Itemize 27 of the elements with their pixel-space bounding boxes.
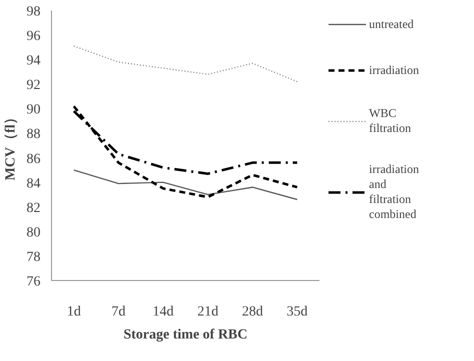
y-axis-title: MCV（fl） [4,110,18,180]
x-tick-label: 21d [197,304,218,320]
line-series [72,104,298,198]
y-tick-label: 90 [26,102,40,118]
y-tick-label: 98 [26,4,40,20]
y-tick-label: 96 [26,29,40,44]
y-tick-label: 92 [26,78,40,94]
x-tick-label: 1d [66,304,81,320]
x-tick-label: 7d [112,304,126,320]
y-tick-label: 84 [26,176,40,192]
y-tick-label: 80 [26,225,40,240]
x-tick-label: 35d [286,304,308,320]
legend-label: WBC filtration [369,106,411,136]
legend-label: irradiation [369,62,419,78]
y-tick-label: 76 [26,274,40,290]
y-tick-label: 86 [26,152,40,167]
y-tick-label: 88 [26,127,40,142]
x-tick-label: 28d [242,304,263,320]
y-tick-label: 94 [26,54,40,69]
line-series [73,45,298,82]
x-tick-label: 14d [152,304,174,320]
legend-label: irradiation and filtration combined [369,162,419,222]
y-tick-label: 82 [26,200,40,216]
legend-label: untreated [369,16,414,32]
x-axis-title: Storage time of RBC [123,328,248,342]
line-series [73,169,298,200]
y-tick-label: 78 [26,250,40,265]
